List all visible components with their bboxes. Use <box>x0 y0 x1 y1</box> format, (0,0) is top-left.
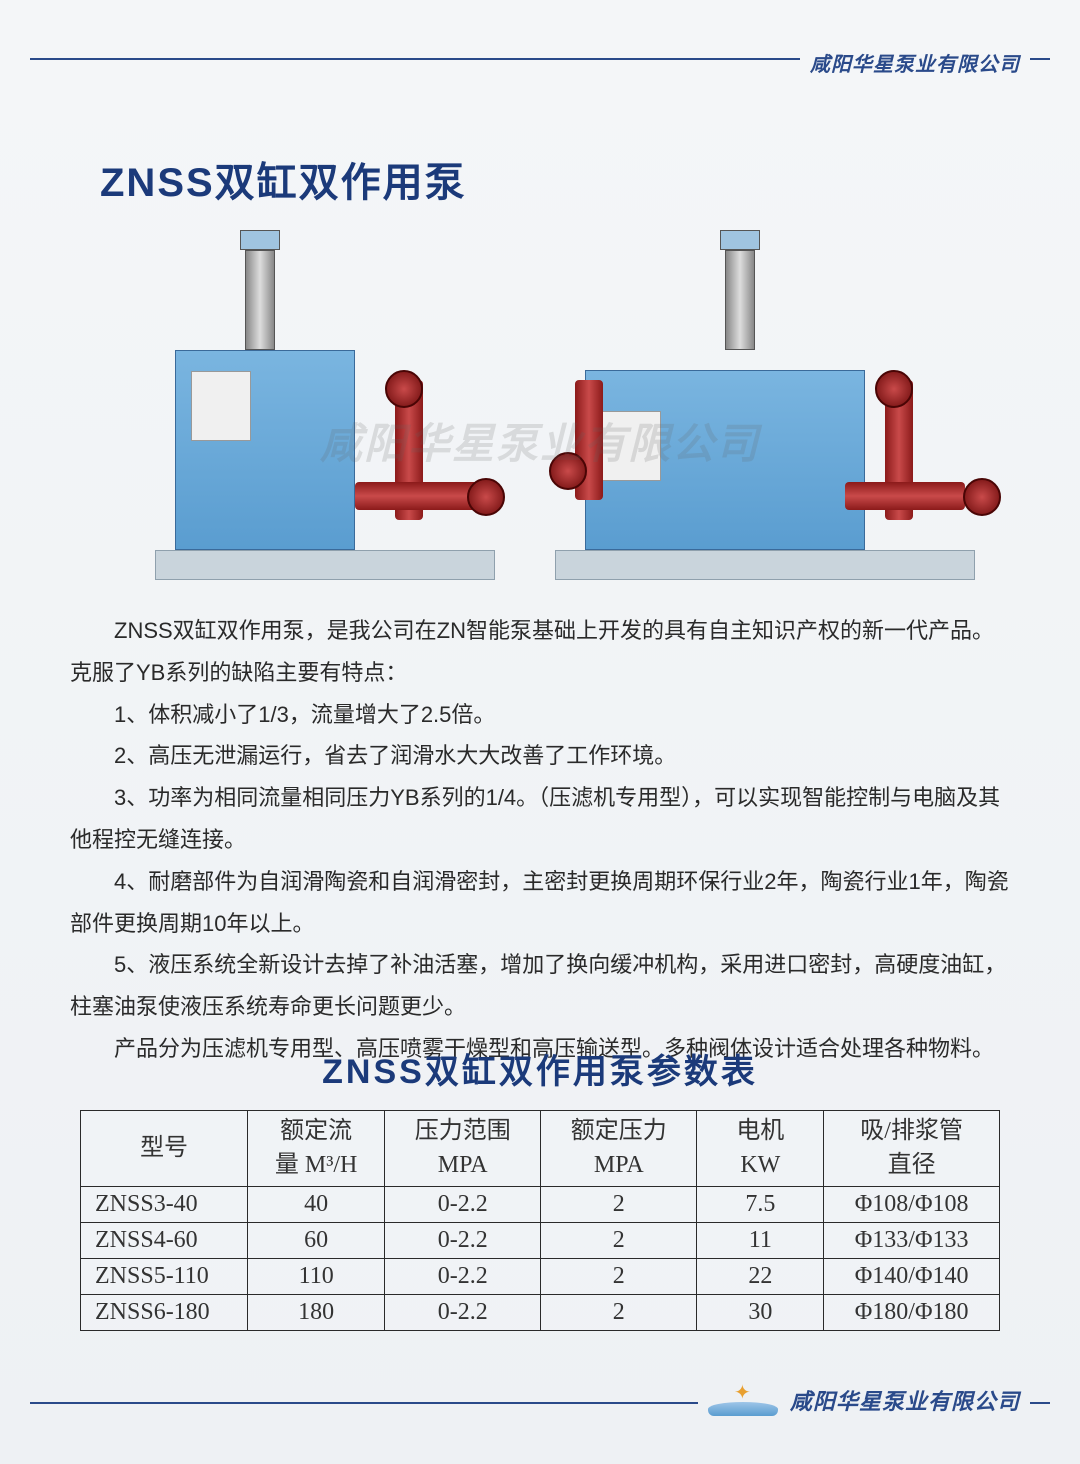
desc-point-5: 5、液压系统全新设计去掉了补油活塞，增加了换向缓冲机构，采用进口密封，高硬度油缸… <box>70 944 1010 1028</box>
th-rated-pressure: 额定压力MPA <box>541 1111 697 1187</box>
desc-point-1: 1、体积减小了1/3，流量增大了2.5倍。 <box>70 694 1010 736</box>
pump-illustration-right <box>545 240 985 580</box>
table-header-row: 型号 额定流量 M³/H 压力范围MPA 额定压力MPA 电机KW 吸/排浆管直… <box>81 1111 1000 1187</box>
th-motor: 电机KW <box>697 1111 824 1187</box>
footer-company-name: 咸阳华星泵业有限公司 <box>790 1384 1020 1416</box>
th-model: 型号 <box>81 1111 248 1187</box>
desc-point-4: 4、耐磨部件为自润滑陶瓷和自润滑密封，主密封更换周期环保行业2年，陶瓷行业1年，… <box>70 861 1010 945</box>
table-title: ZNSS双缸双作用泵参数表 <box>0 1044 1080 1093</box>
description-block: ZNSS双缸双作用泵，是我公司在ZN智能泵基础上开发的具有自主知识产权的新一代产… <box>70 610 1010 1070</box>
header-company-name: 咸阳华星泵业有限公司 <box>800 48 1030 77</box>
pump-illustration-left <box>135 240 515 580</box>
table-row: ZNSS3-40400-2.227.5Φ108/Φ108 <box>81 1187 1000 1223</box>
desc-intro: ZNSS双缸双作用泵，是我公司在ZN智能泵基础上开发的具有自主知识产权的新一代产… <box>70 610 1010 694</box>
th-flow: 额定流量 M³/H <box>248 1111 385 1187</box>
desc-point-3: 3、功率为相同流量相同压力YB系列的1/4。（压滤机专用型），可以实现智能控制与… <box>70 777 1010 861</box>
table-row: ZNSS4-60600-2.2211Φ133/Φ133 <box>81 1223 1000 1259</box>
product-image-area <box>120 200 1000 580</box>
th-pressure-range: 压力范围MPA <box>385 1111 541 1187</box>
table-row: ZNSS6-1801800-2.2230Φ180/Φ180 <box>81 1295 1000 1331</box>
table-body: ZNSS3-40400-2.227.5Φ108/Φ108 ZNSS4-60600… <box>81 1187 1000 1331</box>
company-logo-icon: ✦ <box>708 1380 778 1420</box>
desc-point-2: 2、高压无泄漏运行，省去了润滑水大大改善了工作环境。 <box>70 735 1010 777</box>
footer-company-block: ✦ 咸阳华星泵业有限公司 <box>698 1380 1030 1420</box>
table-row: ZNSS5-1101100-2.2222Φ140/Φ140 <box>81 1259 1000 1295</box>
spec-table: 型号 额定流量 M³/H 压力范围MPA 额定压力MPA 电机KW 吸/排浆管直… <box>80 1110 1000 1331</box>
th-pipe: 吸/排浆管直径 <box>824 1111 1000 1187</box>
